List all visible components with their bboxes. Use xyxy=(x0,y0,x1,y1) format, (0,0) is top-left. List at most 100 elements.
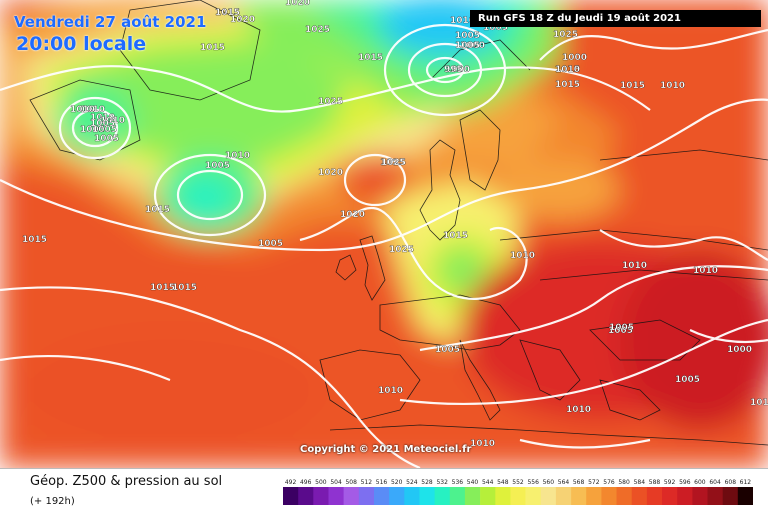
isobar-label: 995 xyxy=(444,65,463,75)
isobar-label: 1015 xyxy=(215,8,240,18)
chart-title: Géop. Z500 & pression au sol xyxy=(30,474,223,489)
legend-value: 584 xyxy=(634,479,646,486)
isobar-label: 1010 xyxy=(470,439,495,449)
run-info: Run GFS 18 Z du Jeudi 19 août 2021 xyxy=(470,10,761,27)
isobar-label: 1010 xyxy=(660,81,685,91)
legend-swatch xyxy=(510,487,526,505)
isobar-label: 1010 xyxy=(90,113,115,123)
isobar-label: 1015 xyxy=(145,205,170,215)
legend-swatch xyxy=(722,487,739,505)
isobar-label: 1005 xyxy=(205,161,230,171)
legend-value: 548 xyxy=(497,479,509,486)
isobar-label: 1010 xyxy=(750,398,768,408)
legend-value: 492 xyxy=(285,479,297,486)
isobar-label: 1015 xyxy=(443,231,468,241)
isobar-label: 1005 xyxy=(609,323,634,333)
legend-swatch xyxy=(298,487,314,505)
legend-swatch xyxy=(283,487,299,505)
legend-value: 516 xyxy=(376,479,388,486)
isobar-label: 1000 xyxy=(562,53,587,63)
legend-value: 580 xyxy=(618,479,630,486)
legend-swatch xyxy=(358,487,375,505)
isobar-label: 1010 xyxy=(100,116,125,126)
isobar-label: 1015 xyxy=(215,8,240,18)
legend-value: 596 xyxy=(679,479,691,486)
forecast-map: 1015102010201025101010001005100010151025… xyxy=(0,0,768,468)
legend-value: 512 xyxy=(361,479,373,486)
color-legend: 492 496 500 504 508 512 516 520 524 528 532 536 540 5… xyxy=(283,479,753,505)
legend-swatch xyxy=(374,487,390,505)
legend-value: 572 xyxy=(588,479,600,486)
isobar-label: 1015 xyxy=(22,235,47,245)
legend-value: 568 xyxy=(573,479,585,486)
isobar-label: 1015 xyxy=(172,283,197,293)
isobar-label: 1010 xyxy=(510,251,535,261)
isobar-label: 1005 xyxy=(675,375,700,385)
isobar-label: 1010 xyxy=(622,261,647,271)
legend-swatch xyxy=(662,487,678,505)
isobar-label: 1005 xyxy=(455,31,480,41)
isobar-label: 1010 xyxy=(555,65,580,75)
legend-swatch xyxy=(616,487,632,505)
legend-swatch xyxy=(419,487,435,505)
legend-swatch xyxy=(480,487,496,505)
legend-value: 504 xyxy=(330,479,342,486)
legend-value: 552 xyxy=(512,479,524,486)
legend-swatch xyxy=(495,487,511,505)
isobar-label: 1025 xyxy=(305,25,330,35)
legend-swatch xyxy=(328,487,344,505)
coastlines xyxy=(29,0,768,446)
legend-swatch xyxy=(692,487,708,505)
legend-swatch xyxy=(586,487,602,505)
isobar-label: 1005 xyxy=(455,41,480,51)
isobar-label: 1005 xyxy=(92,125,117,135)
forecast-time: 20:00 locale xyxy=(16,33,147,55)
isobar-label: 1010 xyxy=(693,266,718,276)
legend-swatch xyxy=(464,487,481,505)
legend-value: 508 xyxy=(345,479,357,486)
legend-value: 532 xyxy=(436,479,448,486)
legend-swatch xyxy=(555,487,572,505)
isobar-label: 1015 xyxy=(555,80,580,90)
legend-swatch xyxy=(343,487,360,505)
legend-swatch xyxy=(449,487,466,505)
legend-value: 604 xyxy=(709,479,721,486)
legend-swatch xyxy=(646,487,663,505)
isobar-label: 1020 xyxy=(285,0,310,8)
isobar-label: 1010 xyxy=(378,386,403,396)
isobar-label: 1025 xyxy=(553,30,578,40)
isobar-label: 1005 xyxy=(90,119,115,129)
legend-swatch xyxy=(404,487,420,505)
legend-swatch xyxy=(434,487,451,505)
legend-value: 496 xyxy=(300,479,312,486)
isobars xyxy=(0,23,768,468)
copyright-text: Copyright © 2021 Meteociel.fr xyxy=(300,444,472,455)
chart-footer: Géop. Z500 & pression au sol (+ 192h) 49… xyxy=(0,468,768,512)
isobar-label: 1010 xyxy=(225,151,250,161)
legend-value: 520 xyxy=(391,479,403,486)
legend-swatch xyxy=(389,487,405,505)
isobar-label: 1010 xyxy=(566,405,591,415)
legend-value: 600 xyxy=(694,479,706,486)
legend-swatch xyxy=(737,487,753,505)
forecast-date: Vendredi 27 août 2021 xyxy=(14,13,207,31)
isobar-label: 1000 xyxy=(460,41,485,51)
isobar-label: 1020 xyxy=(318,168,343,178)
legend-value: 524 xyxy=(406,479,418,486)
legend-value: 576 xyxy=(603,479,615,486)
legend-value: 608 xyxy=(725,479,737,486)
legend-swatch xyxy=(677,487,693,505)
legend-value: 592 xyxy=(664,479,676,486)
legend-swatch xyxy=(540,487,557,505)
isobar-label: 1015 xyxy=(150,283,175,293)
legend-value: 536 xyxy=(452,479,464,486)
isobar-label: 1020 xyxy=(340,210,365,220)
forecast-range: (+ 192h) xyxy=(30,496,75,507)
isobar-label: 1025 xyxy=(389,245,414,255)
legend-swatch xyxy=(631,487,648,505)
legend-value: 544 xyxy=(482,479,494,486)
isobar-label: 1005 xyxy=(80,125,105,135)
legend-value: 528 xyxy=(421,479,433,486)
legend-value: 560 xyxy=(543,479,555,486)
